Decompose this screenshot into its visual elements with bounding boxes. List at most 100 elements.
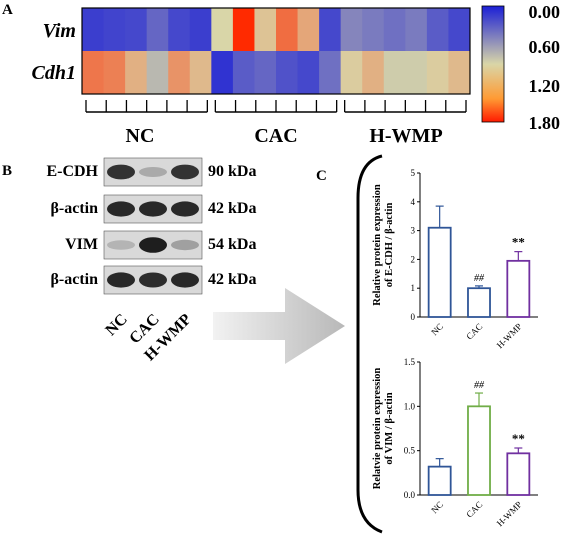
heatmap-cell: [426, 8, 449, 52]
wb-label-e-cdh: E-CDH: [46, 163, 98, 180]
colorbar-tick-0: 0.00: [529, 2, 561, 22]
blot-band: [139, 237, 167, 253]
colorbar-tick-1: 0.60: [529, 37, 561, 57]
blot-band: [171, 272, 199, 288]
y-tick-label: 2: [411, 254, 416, 264]
heatmap-cell: [426, 51, 449, 95]
panel-c-letter: C: [316, 168, 327, 184]
heatmap-cell: [276, 8, 299, 52]
bar: [427, 465, 452, 496]
heatmap-cell: [146, 8, 169, 52]
heatmap-row-label-cdh1: Cdh1: [32, 62, 76, 84]
panel-b-letter: B: [2, 163, 13, 179]
y-axis-label-line2: of E-CDH / β-actin: [384, 203, 395, 288]
heatmap-cell: [405, 51, 428, 95]
wb-kda-3: 42 kDa: [208, 271, 256, 288]
x-tick-label: CAC: [464, 499, 484, 519]
heatmap-group-label-h-wmp: H-WMP: [369, 125, 442, 147]
heatmap-border: [81, 7, 471, 95]
heatmap-group-label-nc: NC: [126, 125, 155, 147]
heatmap-cell: [82, 51, 105, 95]
x-tick-label: H-WMP: [495, 499, 524, 528]
y-tick-label: 0.5: [404, 446, 416, 456]
heatmap-cell: [362, 51, 385, 95]
arrow-right-icon: [213, 288, 345, 364]
y-axis-label-line1: Relative protein expression: [372, 184, 383, 306]
x-tick-label: H-WMP: [495, 321, 524, 350]
wb-kda-0: 90 kDa: [208, 163, 256, 180]
heatmap-cell: [383, 51, 406, 95]
bar: [506, 259, 531, 318]
heatmap-cell: [103, 51, 126, 95]
heatmap-row-label-vim: Vim: [43, 20, 76, 42]
heatmap-cell: [211, 8, 234, 52]
y-tick-label: 4: [411, 197, 416, 207]
heatmap-group-label-cac: CAC: [254, 125, 297, 147]
significance-annotation: ##: [474, 380, 485, 391]
blot-band: [139, 167, 167, 177]
heatmap-cell: [189, 51, 212, 95]
heatmap-cell: [254, 8, 277, 52]
bar-chart-vim: 0.0 0.5 1.0 1.5 Relatvie protein expression o…: [372, 357, 538, 528]
heatmap-cell: [211, 51, 234, 95]
y-tick-label: 3: [411, 226, 416, 236]
blot-band: [139, 201, 167, 217]
western-blot-panel: E-CDH β-actin VIM β-actin 90 kDa 42 kDa …: [46, 157, 256, 364]
y-axis-label-line1: Relatvie protein expression: [372, 368, 383, 490]
blot-band: [171, 201, 199, 217]
blot-band: [107, 240, 135, 250]
colorbar-tick-2: 1.20: [529, 76, 561, 96]
wb-label-beta-actin-1: β-actin: [50, 200, 98, 217]
heatmap-cell: [319, 51, 342, 95]
panel-bracket: [356, 154, 383, 534]
wb-label-vim: VIM: [65, 236, 98, 253]
heatmap-cell: [168, 8, 191, 52]
x-tick-label: CAC: [464, 321, 484, 341]
wb-kda-2: 54 kDa: [208, 236, 256, 253]
y-tick-label: 0.0: [404, 490, 416, 500]
bar: [467, 287, 491, 318]
heatmap-cell: [103, 8, 126, 52]
blot-band: [171, 164, 199, 180]
colorbar-tick-3: 1.80: [529, 113, 561, 133]
panel-a-letter: A: [2, 2, 13, 18]
heatmap-cell: [297, 51, 320, 95]
bar-charts-panel: 0 1 2 3 4 5 Relative protein expression of E-CD…: [356, 154, 538, 534]
wb-kda-1: 42 kDa: [208, 200, 256, 217]
bar: [427, 226, 452, 318]
bar-chart-e-cdh: 0 1 2 3 4 5 Relative protein expression of E-CD…: [372, 168, 538, 350]
western-blot-strips: [103, 157, 203, 295]
heatmap-cell: [168, 51, 191, 95]
heatmap-cell: [340, 8, 363, 52]
heatmap-panel: Vim Cdh1 NC CAC H-WMP 0.00 0.60 1.20 1.8…: [32, 2, 561, 147]
heatmap-cells: [82, 8, 471, 95]
y-tick-label: 5: [411, 168, 416, 178]
bar: [467, 405, 491, 496]
arrow-graphic: [213, 288, 345, 364]
heatmap-cell: [146, 51, 169, 95]
x-tick-label: NC: [429, 321, 445, 337]
blot-band: [171, 239, 199, 251]
y-axis-label-line2: of VIM / β-actin: [384, 392, 395, 464]
heatmap-cell: [340, 51, 363, 95]
heatmap-cell: [232, 8, 255, 52]
heatmap-cell: [405, 8, 428, 52]
significance-annotation: **: [512, 235, 525, 250]
heatmap-cell: [125, 51, 148, 95]
significance-annotation: ##: [474, 273, 485, 284]
heatmap-cell: [254, 51, 277, 95]
heatmap-cell: [125, 8, 148, 52]
heatmap-cell: [276, 51, 299, 95]
heatmap-cell: [448, 8, 471, 52]
colorbar: [481, 5, 505, 123]
wb-label-beta-actin-2: β-actin: [50, 271, 98, 288]
x-tick-label: NC: [429, 499, 445, 515]
heatmap-cell: [319, 8, 342, 52]
y-tick-label: 1.5: [404, 357, 416, 367]
heatmap-cell: [297, 8, 320, 52]
blot-band: [107, 201, 135, 217]
y-tick-label: 1: [411, 283, 416, 293]
heatmap-cell: [362, 8, 385, 52]
heatmap-cell: [448, 51, 471, 95]
